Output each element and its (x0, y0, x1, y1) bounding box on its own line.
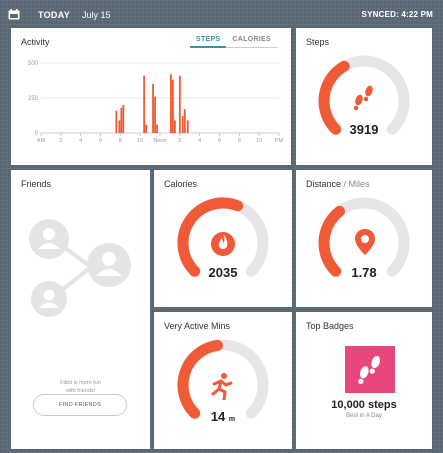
running-man-icon (211, 373, 233, 400)
activity-bar (183, 109, 186, 133)
activity-bar (181, 116, 184, 133)
x-tick-label: AM (37, 138, 46, 144)
x-tick-label: 10 (256, 138, 262, 144)
x-tick-label: 6 (218, 138, 221, 144)
tab-calories[interactable]: CALORIES (226, 35, 277, 48)
active-mins-number: 14 (210, 409, 226, 424)
steps-title: Steps (306, 37, 330, 47)
top-badges-card[interactable]: Top Badges 10,000 steps Best in A Day (296, 312, 432, 449)
activity-bar (186, 120, 189, 133)
top-bar: TODAY July 15 SYNCED: 4:22 PM (0, 0, 443, 28)
activity-bar (143, 75, 146, 133)
y-tick-label: 500 (28, 61, 39, 67)
x-tick-label: 2 (59, 138, 62, 144)
footprints-icon (358, 355, 381, 385)
gauge-progress (318, 205, 345, 277)
badge-image[interactable] (345, 346, 395, 393)
calories-gauge (177, 197, 269, 277)
distance-gauge (318, 197, 410, 277)
y-tick-label: 250 (28, 96, 39, 102)
friends-network-icon (29, 219, 131, 317)
gauge-progress (177, 339, 223, 419)
active-mins-value: 14 m (154, 409, 292, 424)
calories-card[interactable]: Calories 2035 (154, 170, 292, 307)
flame-icon (211, 232, 235, 256)
activity-bar (154, 96, 156, 133)
x-tick-label: PM (275, 138, 284, 144)
tab-steps[interactable]: STEPS (189, 35, 227, 48)
activity-bar (115, 110, 118, 133)
sync-status: SYNCED: 4:22 PM (361, 10, 433, 19)
x-tick-label: 4 (198, 138, 201, 144)
friends-note: Fitbit is more fun with friends! (11, 379, 150, 395)
activity-card[interactable]: Activity STEPS CALORIES 500 250 0 AM 2 4 6 8 10 N… (11, 28, 291, 165)
friends-title: Friends (21, 179, 52, 189)
footprints-icon (353, 85, 373, 111)
active-mins-unit: m (228, 416, 236, 423)
y-tick-label: 0 (35, 131, 39, 137)
activity-bar (145, 124, 148, 133)
distance-card[interactable]: Distance / Miles 1.78 (296, 170, 432, 307)
steps-card[interactable]: Steps 3919 (296, 28, 432, 165)
friends-note-line1: Fitbit is more fun (60, 380, 101, 386)
activity-bar (156, 124, 158, 133)
activity-bar (118, 120, 121, 133)
x-tick-label: 6 (99, 138, 102, 144)
friends-note-line2: with friends! (65, 388, 96, 394)
activity-tabs: STEPS CALORIES (189, 35, 277, 48)
activity-bar (170, 74, 172, 133)
calories-title: Calories (164, 179, 198, 189)
calendar-icon[interactable] (8, 9, 20, 20)
activity-bar (171, 79, 174, 133)
steps-gauge (318, 55, 410, 135)
gauge-progress (177, 197, 244, 277)
activity-bar (178, 75, 181, 133)
date-label[interactable]: July 15 (82, 10, 111, 20)
distance-title: Distance / Miles (306, 179, 370, 189)
activity-bar (120, 107, 123, 133)
active-mins-card[interactable]: Very Active Mins 14 m (154, 312, 292, 449)
location-pin-icon (355, 229, 375, 255)
x-tick-label: 2 (178, 138, 181, 144)
find-friends-button[interactable]: FIND FRIENDS (33, 394, 127, 416)
active-mins-title: Very Active Mins (164, 321, 231, 331)
today-label[interactable]: TODAY (38, 10, 71, 20)
activity-bar (152, 84, 154, 133)
activity-title: Activity (21, 37, 50, 47)
activity-bar (173, 120, 176, 133)
x-tick-label: 8 (238, 138, 241, 144)
badge-subtitle: Best in A Day (346, 413, 382, 419)
x-tick-label: 8 (119, 138, 122, 144)
x-tick-label: Noon (153, 138, 166, 144)
activity-bar (122, 105, 125, 133)
badge-name: 10,000 steps (331, 399, 397, 411)
steps-value: 3919 (349, 122, 379, 137)
calories-value: 2035 (208, 265, 238, 280)
top-badges-title: Top Badges (306, 321, 354, 331)
friends-card[interactable]: Friends Fitbit is more fun with friends!… (11, 170, 150, 449)
x-tick-label: 10 (137, 138, 143, 144)
activity-chart: 500 250 0AM 2 4 6 8 10 Noon 2 4 6 8 10 PM (28, 61, 284, 144)
distance-unit: / Miles (341, 179, 370, 189)
x-tick-label: 4 (79, 138, 82, 144)
active-mins-gauge (177, 339, 269, 419)
distance-title-text: Distance (306, 179, 342, 189)
gauge-progress (318, 60, 350, 135)
distance-value: 1.78 (351, 265, 377, 280)
